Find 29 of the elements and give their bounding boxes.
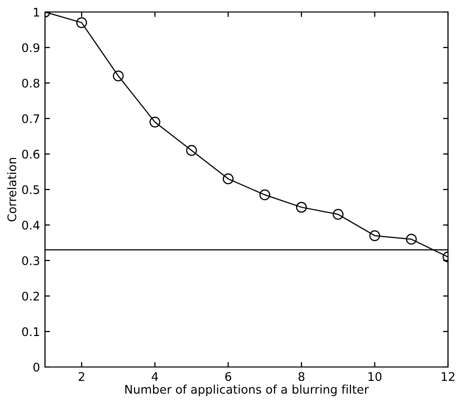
x-tick-label: 12	[442, 372, 454, 381]
point	[406, 234, 417, 245]
x-tick-label: 8	[298, 372, 304, 381]
point	[332, 208, 344, 220]
point	[76, 17, 88, 28]
point	[369, 230, 380, 242]
y-tick-label: 0.6	[22, 150, 40, 159]
y-tick-label: 1	[34, 8, 40, 16]
point	[149, 116, 160, 128]
y-tick-label: 0.1	[22, 327, 40, 336]
y-tick-label: 0.4	[22, 220, 40, 230]
x-tick-label: 6	[225, 372, 232, 381]
y-tick-label: 0.5	[22, 185, 40, 194]
point	[222, 173, 234, 184]
point	[296, 202, 307, 213]
point	[259, 189, 270, 200]
y-tick-label: 0.3	[22, 256, 40, 266]
y-axis-title: Correlation	[7, 158, 16, 222]
point	[186, 145, 197, 156]
y-tick-label: 0.9	[22, 43, 40, 52]
y-tick-label: 0	[33, 362, 40, 372]
point	[112, 70, 124, 82]
y-tick-label: 0.8	[22, 78, 40, 88]
x-axis-title: Number of applications of a blurring filter	[125, 384, 369, 396]
y-tick-label: 0.7	[22, 114, 40, 124]
x-tick-label: 4	[152, 372, 158, 381]
x-tick-label: 10	[368, 372, 382, 381]
x-tick-label: 2	[78, 372, 84, 381]
y-tick-label: 0.2	[22, 292, 39, 301]
